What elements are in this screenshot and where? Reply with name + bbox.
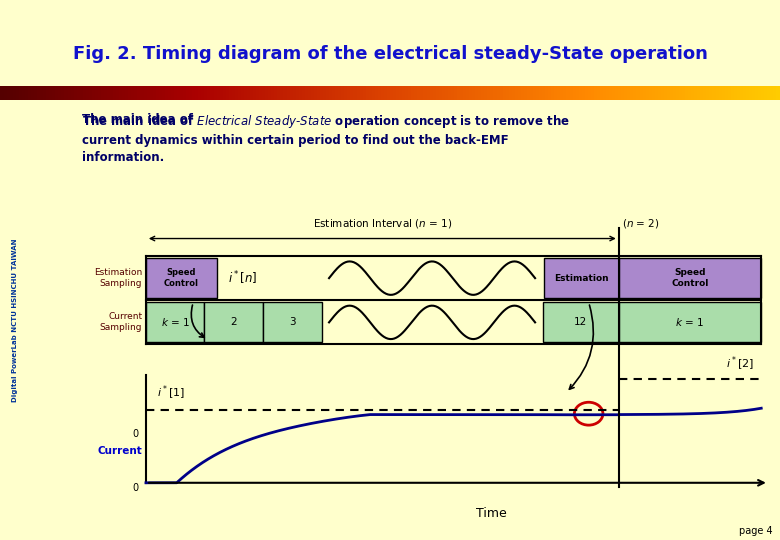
Bar: [263, 302, 321, 342]
Text: 12: 12: [574, 318, 587, 327]
Text: 0: 0: [133, 429, 138, 440]
Text: page 4: page 4: [739, 525, 772, 536]
Text: The main idea of $\mathit{Electrical\ Steady\text{-}State}$ operation concept is: The main idea of $\mathit{Electrical\ St…: [82, 113, 570, 164]
Text: $k$ = 1: $k$ = 1: [161, 316, 190, 328]
Text: Digital PowerLab NCTU HSINCHU TAIWAN: Digital PowerLab NCTU HSINCHU TAIWAN: [12, 238, 18, 402]
Text: Current
Sampling: Current Sampling: [100, 312, 142, 333]
Text: 0: 0: [133, 483, 138, 493]
Text: Fig. 2. Timing diagram of the electrical steady-State operation: Fig. 2. Timing diagram of the electrical…: [73, 45, 707, 63]
Bar: [543, 302, 619, 342]
Text: Current: Current: [98, 446, 142, 456]
Text: $k$ = 1: $k$ = 1: [675, 316, 704, 328]
Bar: [619, 302, 761, 342]
Text: The main idea of: The main idea of: [82, 113, 197, 126]
Text: Speed
Control: Speed Control: [164, 268, 199, 288]
Text: Estimation: Estimation: [554, 274, 608, 282]
Text: ($n$ = 2): ($n$ = 2): [622, 217, 660, 230]
Text: Time: Time: [476, 507, 506, 520]
Text: Estimation
Sampling: Estimation Sampling: [94, 268, 142, 288]
Text: $i^*[1]$: $i^*[1]$: [158, 384, 185, 402]
Text: Estimation Interval ($n$ = 1): Estimation Interval ($n$ = 1): [313, 217, 452, 230]
Text: 3: 3: [289, 318, 296, 327]
Text: Speed
Control: Speed Control: [672, 268, 709, 288]
Text: 2: 2: [230, 318, 237, 327]
Bar: [544, 258, 619, 299]
Text: $i^*[2]$: $i^*[2]$: [726, 354, 753, 373]
Bar: [619, 258, 761, 299]
Bar: [204, 302, 263, 342]
Bar: [146, 258, 217, 299]
Text: $i^*[n]$: $i^*[n]$: [229, 269, 258, 287]
Bar: [146, 302, 204, 342]
